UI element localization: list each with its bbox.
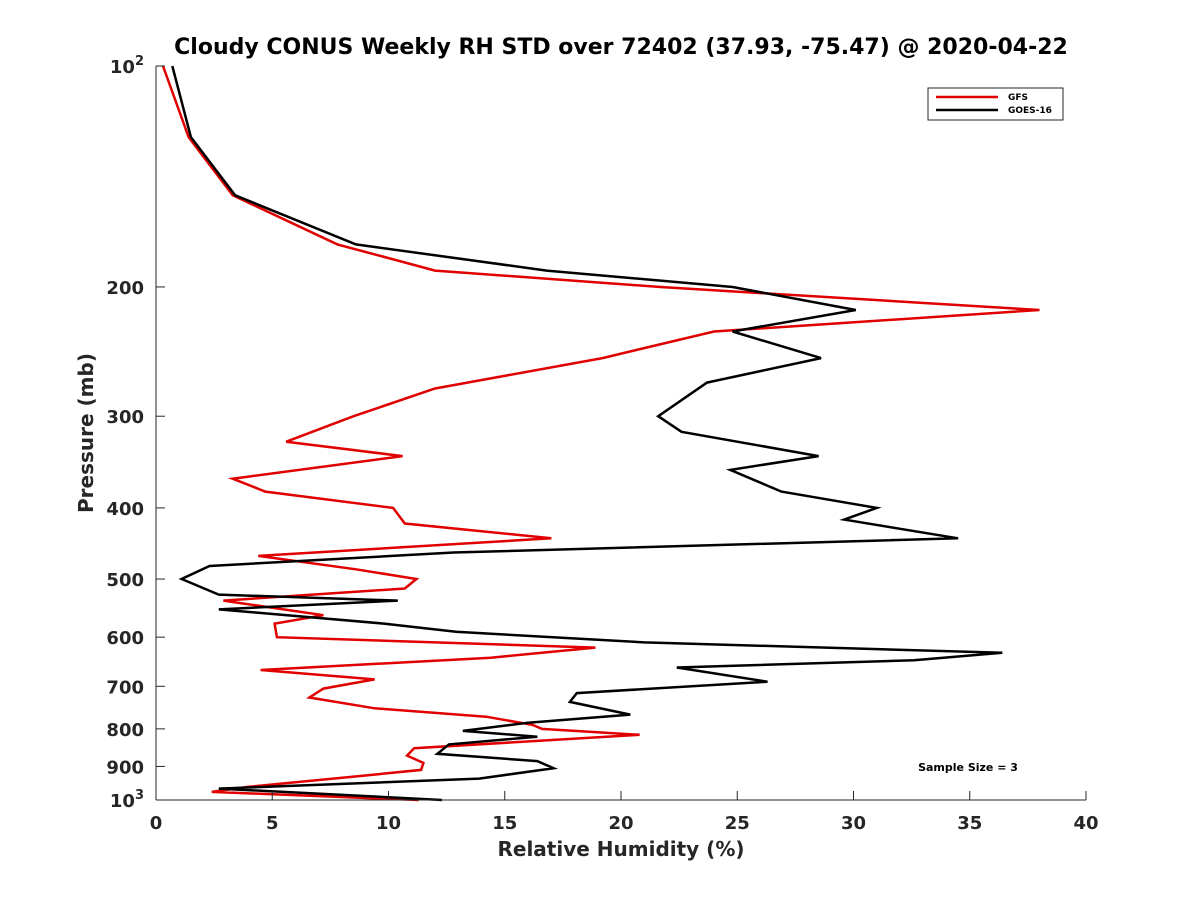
x-tick-label: 25 [725,813,750,834]
sample-size-annotation: Sample Size = 3 [918,761,1018,774]
y-tick-label: 700 [106,677,144,698]
series-line-gfs [161,65,1040,802]
x-tick-label: 5 [266,813,279,834]
x-tick-label: 10 [376,813,401,834]
y-tick-label: 500 [106,570,144,591]
x-axis-label: Relative Humidity (%) [497,837,744,861]
x-tick-label: 0 [150,813,163,834]
x-tick-label: 30 [841,813,866,834]
y-tick-label: 900 [106,757,144,778]
y-axis-label: Pressure (mb) [74,353,98,513]
legend: GFS GOES-16 [927,87,1064,121]
y-tick-label: 600 [106,628,144,649]
legend-box [927,87,1064,121]
x-tick-label: 35 [957,813,982,834]
y-tick-label: 200 [106,278,144,299]
legend-label: GFS [1008,93,1028,103]
y-tick-label: 800 [106,720,144,741]
y-tick-label: 400 [106,499,144,520]
x-tick-label: 40 [1073,813,1098,834]
x-tick-label: 20 [608,813,633,834]
y-tick-label: 300 [106,407,144,428]
chart-title: Cloudy CONUS Weekly RH STD over 72402 (3… [174,35,1068,60]
y-tick-label: 103 [110,788,144,812]
y-tick-label: 102 [110,54,144,78]
legend-label: GOES-16 [1008,106,1052,116]
series-line-goes-16 [171,65,1003,802]
x-tick-label: 15 [492,813,517,834]
